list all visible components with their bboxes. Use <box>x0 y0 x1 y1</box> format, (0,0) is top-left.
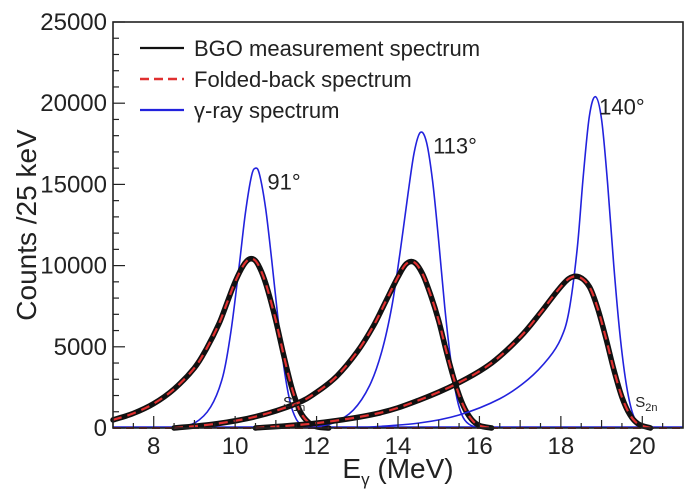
gamma-spectrum-2 <box>308 131 484 429</box>
legend-label: BGO measurement spectrum <box>194 36 480 61</box>
ticks-layer <box>112 21 684 429</box>
x-tick-label: 16 <box>466 433 493 460</box>
legend: BGO measurement spectrum Folded-back spec… <box>140 36 480 123</box>
y-tick-label: 10000 <box>40 253 107 280</box>
x-axis-title-sub: γ <box>361 470 370 489</box>
folded-back-1 <box>112 257 329 430</box>
threshold-label: S1n <box>283 394 305 414</box>
y-axis-title: Counts /25 keV <box>11 129 42 321</box>
y-tick-label: 15000 <box>40 171 107 198</box>
x-axis-title-unit: (MeV) <box>370 453 454 484</box>
legend-label: Folded-back spectrum <box>194 67 412 92</box>
threshold-label-main: S <box>635 394 645 411</box>
y-tick-label: 25000 <box>40 9 107 36</box>
folded-back-3 <box>173 260 492 430</box>
annotations-layer: 91°113°140°S1n S2n <box>267 95 657 414</box>
x-tick-label: 10 <box>222 433 249 460</box>
threshold-label: S2n <box>635 394 657 414</box>
x-axis-title-main: E <box>342 453 361 484</box>
threshold-label-sub: 1n <box>293 402 305 414</box>
threshold-label-sub: 2n <box>645 402 657 414</box>
x-axis-title: Eγ (MeV) <box>342 453 453 489</box>
legend-label: γ-ray spectrum <box>194 98 339 123</box>
y-tick-label: 20000 <box>40 90 107 117</box>
y-tick-label: 5000 <box>54 334 107 361</box>
x-tick-label: 18 <box>548 433 575 460</box>
gamma-spectrum-4 <box>357 95 647 429</box>
angle-annotation: 91° <box>267 169 300 194</box>
x-tick-label: 14 <box>385 433 412 460</box>
y-tick-label: 0 <box>94 415 107 442</box>
folded-back-5 <box>255 275 651 430</box>
angle-annotation: 140° <box>599 95 645 120</box>
x-tick-label: 12 <box>303 433 330 460</box>
angle-annotation: 113° <box>433 134 477 159</box>
x-tick-label: 8 <box>147 433 160 460</box>
gamma-spectrum-0 <box>173 167 317 429</box>
tick-labels-layer: 8 10 12 14 16 18 20 0 5000 10000 15000 20000 25000 <box>40 9 655 460</box>
threshold-label-main: S <box>283 394 293 411</box>
x-tick-label: 20 <box>629 433 656 460</box>
